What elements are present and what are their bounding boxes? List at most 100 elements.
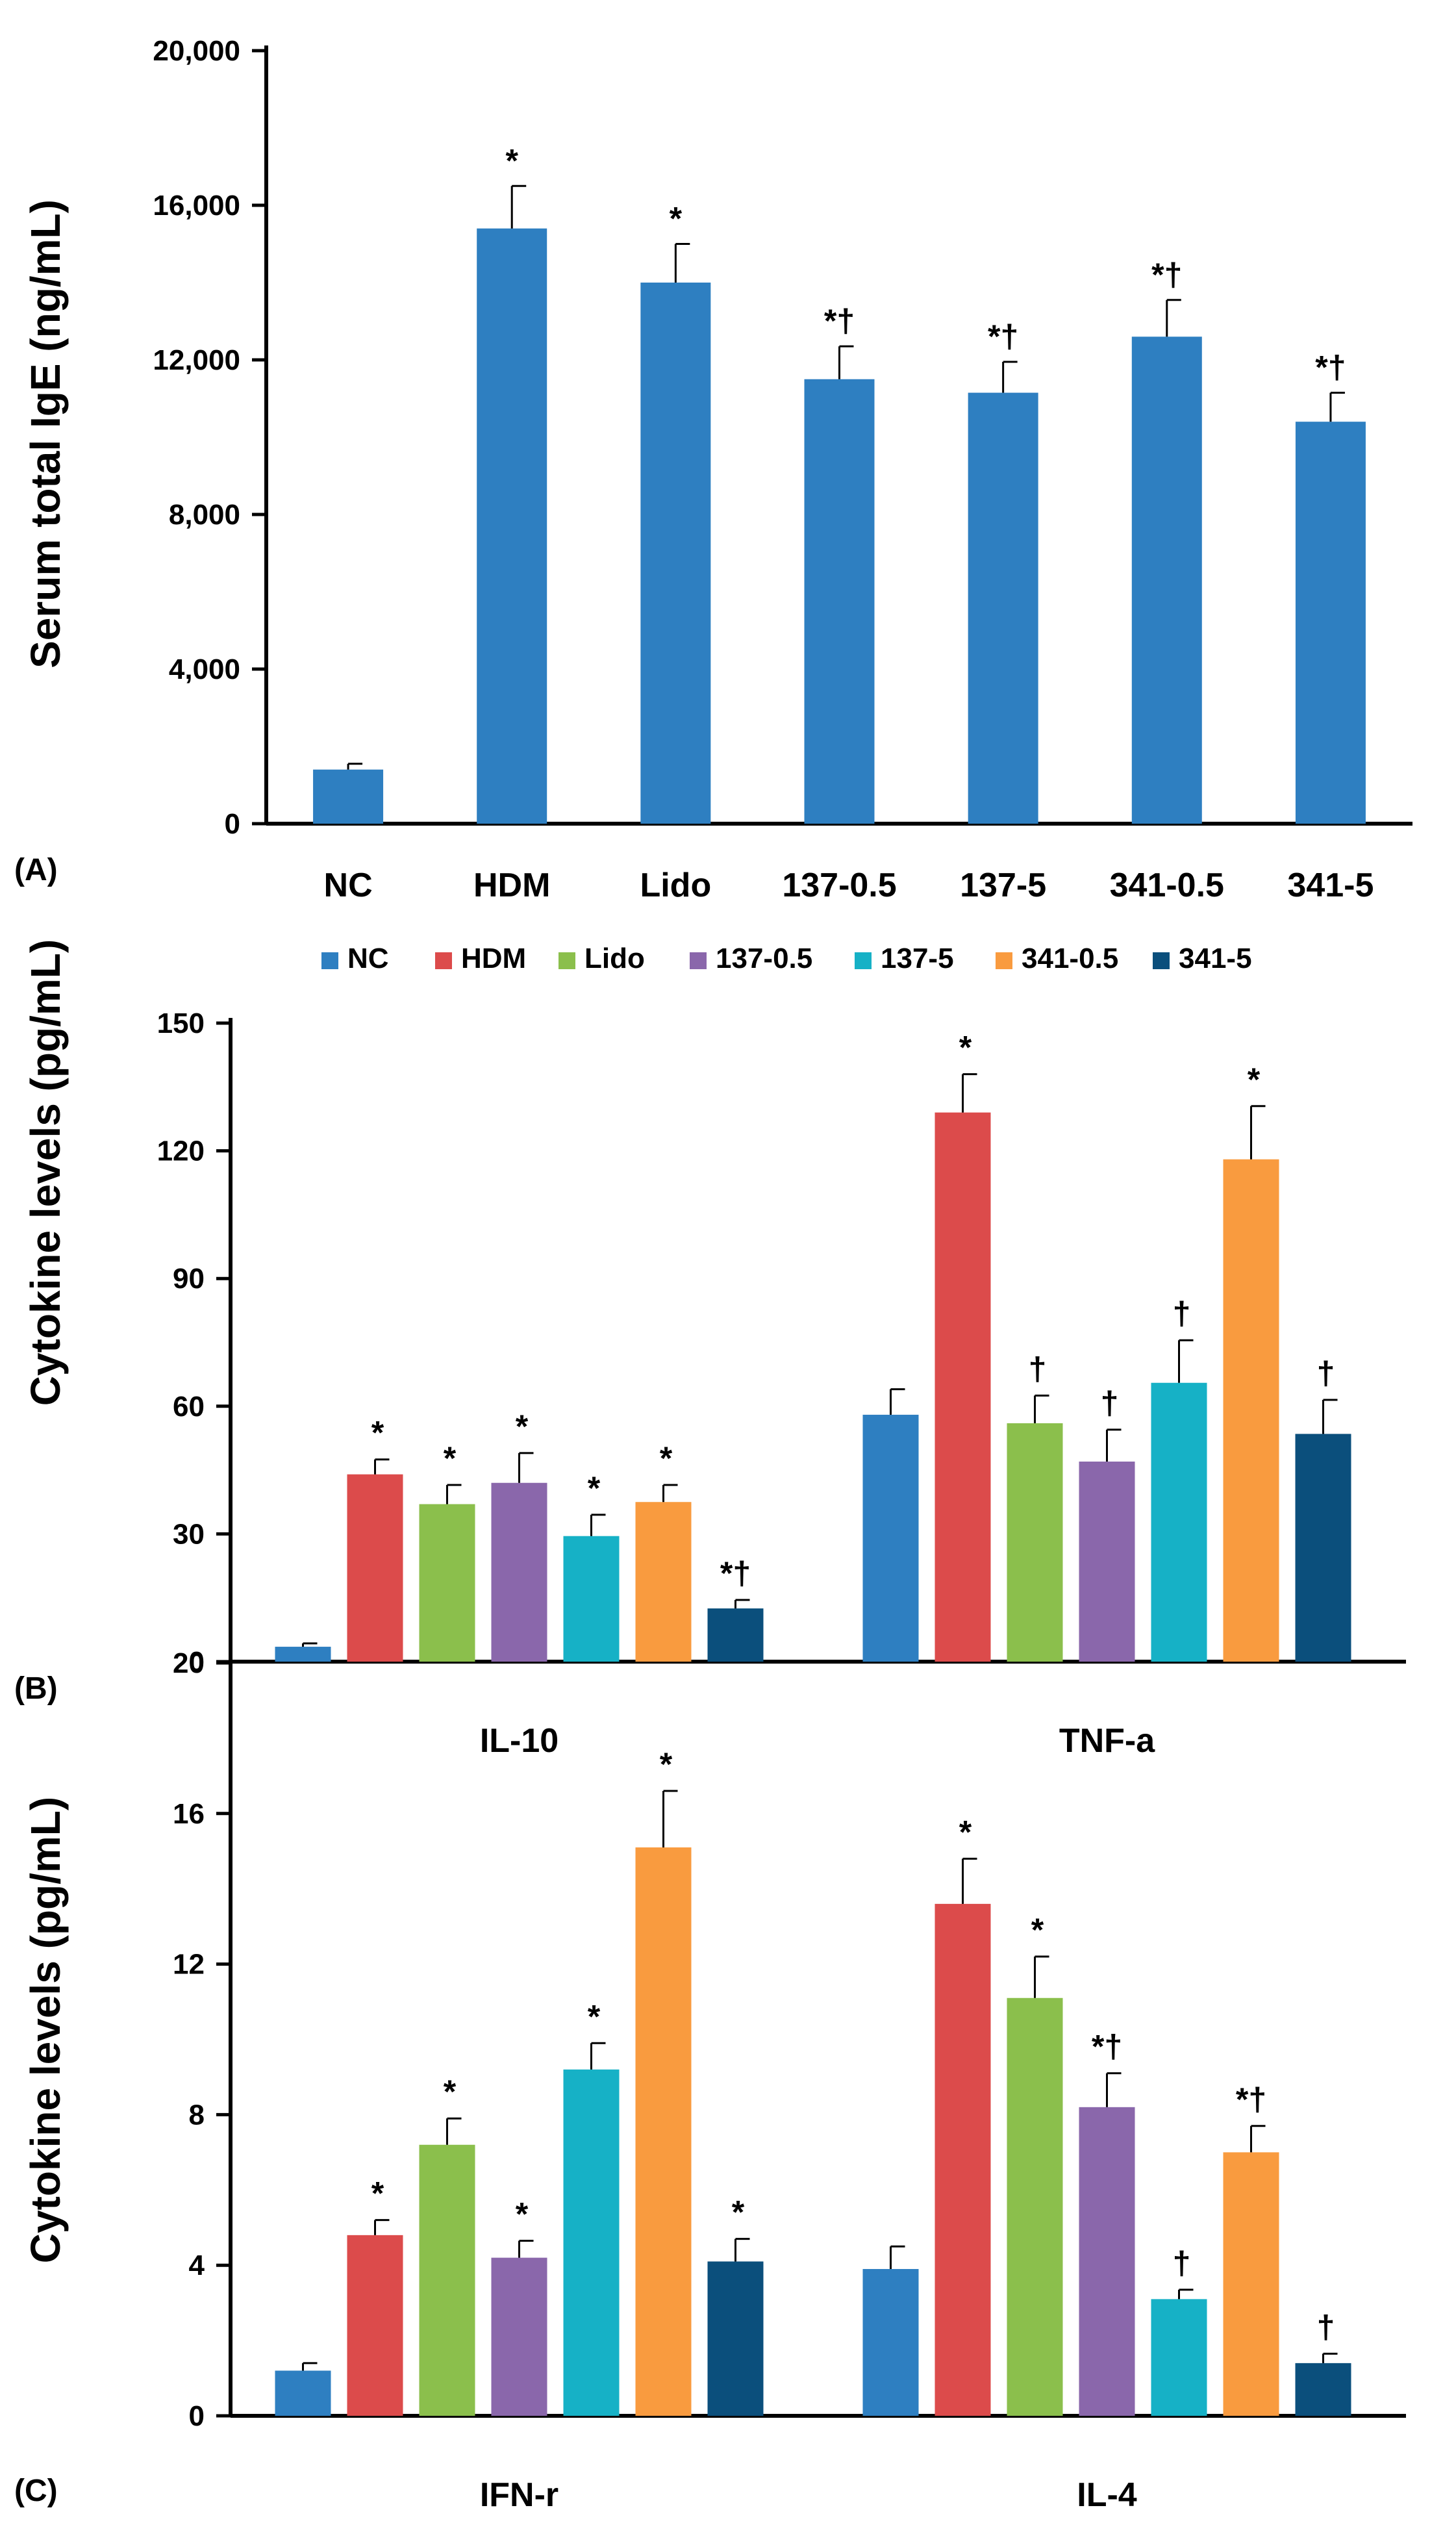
panel-a-y-tick-label: 8,000	[169, 499, 240, 531]
panel-b-bar	[707, 1608, 764, 1662]
panel-a-significance-mark: *	[670, 201, 683, 237]
panel-a-category-label: 341-0.5	[1110, 867, 1224, 904]
panel-c-y-tick-label: 20	[173, 1647, 205, 1679]
panel-b-bar	[419, 1504, 475, 1662]
panel-a-category-label: Lido	[640, 867, 711, 904]
panel-b-significance-mark: *	[1248, 1061, 1261, 1098]
panel-a-y-axis-label: Serum total IgE (ng/mL)	[22, 199, 69, 668]
panel-a-y-tick-label: 12,000	[153, 344, 240, 376]
panel-b-bar	[1295, 1434, 1351, 1662]
panel-b-bar	[491, 1482, 547, 1662]
legend-label: NC	[347, 943, 389, 974]
panel-c-bar	[491, 2257, 547, 2416]
panel-b-significance-mark: †	[1101, 1385, 1119, 1421]
panel-b-significance-mark: *	[371, 1415, 384, 1451]
panel-b-significance-mark: *	[444, 1440, 457, 1477]
panel-b-significance-mark: †	[1173, 1295, 1191, 1332]
panel-a-bar	[1131, 336, 1202, 824]
panel-a-bar	[313, 769, 384, 824]
panel-a-significance-mark: *†	[824, 303, 855, 339]
panel-a-category-label: 137-0.5	[782, 867, 896, 904]
panel-c-bar	[707, 2261, 764, 2416]
panel-a-significance-mark: *†	[1151, 257, 1182, 293]
panel-a-category-label: 137-5	[960, 867, 1046, 904]
panel-b-bar	[1079, 1461, 1135, 1662]
panel-b-bar	[862, 1414, 919, 1662]
panel-c-bar	[275, 2370, 331, 2416]
panel-c-significance-mark: *	[732, 2194, 745, 2231]
panel-a-significance-mark: *	[505, 142, 518, 179]
panel-a-y-tick-label: 4,000	[169, 653, 240, 685]
panel-a-category-label: HDM	[473, 867, 550, 904]
legend-swatch	[690, 952, 707, 969]
panel-c-bar	[1223, 2152, 1279, 2416]
panel-b-bar	[347, 1474, 403, 1662]
panel-b-category-label: TNF-a	[1059, 1722, 1155, 1760]
panel-b-category-label: IL-10	[480, 1722, 559, 1760]
legend-label: HDM	[461, 943, 526, 974]
panel-b-bar	[275, 1647, 331, 1662]
panel-c-y-tick-label: 16	[173, 1798, 205, 1830]
panel-b-y-tick-label: 60	[173, 1391, 205, 1423]
panel-a-bar	[1295, 422, 1366, 824]
panel-b-y-tick-label: 30	[173, 1518, 205, 1550]
panel-c-significance-mark: *	[444, 2073, 457, 2110]
legend-label: 341-0.5	[1022, 943, 1118, 974]
panel-b-bar	[1151, 1382, 1207, 1662]
panel-a-bar	[477, 228, 547, 824]
panel-b-bar	[935, 1112, 991, 1662]
panel-c-significance-mark: *	[660, 1746, 673, 1782]
panel-c-bar	[935, 1903, 991, 2416]
legend-label: Lido	[584, 943, 645, 974]
panel-b-y-tick-label: 120	[157, 1135, 205, 1167]
panel-a-significance-mark: *†	[988, 318, 1018, 355]
panel-b-bar	[1007, 1423, 1063, 1662]
panel-a-category-label: NC	[324, 867, 373, 904]
panel-c-bar	[1007, 1997, 1063, 2416]
panel-b-significance-mark: †	[1029, 1350, 1047, 1387]
panel-c-significance-mark: *†	[1236, 2081, 1266, 2118]
legend-label: 137-0.5	[716, 943, 812, 974]
panel-c-y-tick-label: 8	[189, 2099, 205, 2131]
panel-c-bar	[347, 2235, 403, 2416]
panel-c-y-tick-label: 0	[189, 2400, 205, 2432]
panel-b-bar	[563, 1536, 620, 1662]
panel-b-bar	[635, 1502, 692, 1662]
panel-b-significance-mark: *†	[720, 1555, 751, 1591]
legend-label: 137-5	[881, 943, 954, 974]
panel-a-bar	[804, 379, 875, 824]
legend-swatch	[1153, 952, 1170, 969]
panel-c-significance-mark: *	[371, 2175, 384, 2212]
panel-c-bar	[862, 2268, 919, 2416]
panel-c-y-tick-label: 4	[189, 2250, 205, 2281]
panel-a-category-label: 341-5	[1287, 867, 1374, 904]
panel-c-significance-mark: *	[588, 1998, 601, 2035]
panel-c-significance-mark: *	[1031, 1912, 1044, 1948]
panel-b-y-tick-label: 150	[157, 1008, 205, 1039]
legend-swatch	[321, 952, 338, 969]
panel-c-bar	[563, 2069, 620, 2416]
panel-b-y-tick-label: 90	[173, 1263, 205, 1295]
panel-c-significance-mark: †	[1317, 2309, 1335, 2345]
panel-a-y-tick-label: 0	[225, 808, 240, 840]
panel-c-bar	[1151, 2299, 1207, 2416]
panel-b-significance-mark: *	[588, 1470, 601, 1506]
panel-a-bar	[968, 392, 1038, 824]
panel-c-y-axis-label: Cytokine levels (pg/mL)	[22, 1797, 69, 2263]
legend-swatch	[559, 952, 575, 969]
panel-c-bar	[1079, 2107, 1135, 2416]
panel-b-significance-mark: *	[516, 1408, 529, 1445]
panel-c-significance-mark: †	[1173, 2245, 1191, 2281]
panel-b-label: (B)	[14, 1671, 58, 1706]
panel-b-y-tick-label: 0	[189, 1646, 205, 1678]
panel-c-bar	[635, 1847, 692, 2416]
panel-c-bar	[419, 2144, 475, 2416]
panel-a-bar	[640, 283, 711, 824]
legend: NC HDM Lido 137-0.5 137-5 341-0.5 341-5	[321, 943, 1252, 974]
panel-b-significance-mark: *	[959, 1030, 972, 1066]
panel-c-significance-mark: *†	[1092, 2029, 1122, 2065]
panel-c-category-label: IFN-r	[480, 2476, 559, 2514]
